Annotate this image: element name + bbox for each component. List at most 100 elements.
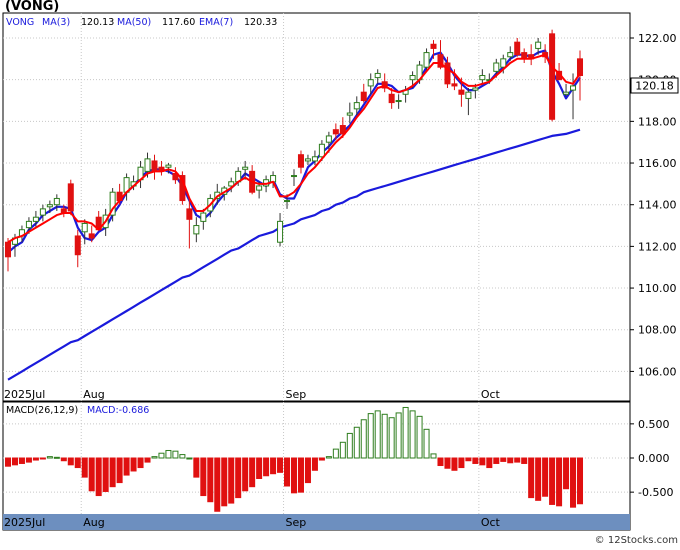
macd-bar bbox=[242, 457, 249, 492]
macd-bar bbox=[172, 450, 179, 459]
candle-body bbox=[228, 181, 235, 187]
macd-bar bbox=[74, 457, 81, 469]
macd-y-tick-label: 0.500 bbox=[638, 418, 670, 431]
ma50-line bbox=[7, 128, 581, 381]
macd-bar bbox=[263, 457, 270, 477]
candle bbox=[570, 73, 577, 120]
macd-bar bbox=[402, 406, 409, 459]
candle-body bbox=[193, 225, 200, 235]
macd-bar bbox=[11, 457, 18, 466]
macd-bar bbox=[67, 457, 74, 466]
candle-body bbox=[144, 158, 151, 172]
candle-body bbox=[507, 52, 514, 58]
candle-body bbox=[437, 54, 444, 68]
macd-bar bbox=[493, 457, 500, 464]
macd-vertical-grid bbox=[80, 402, 480, 530]
macd-bar bbox=[514, 457, 521, 463]
macd-bar bbox=[381, 413, 388, 459]
ma3-line bbox=[7, 49, 581, 254]
candle-body bbox=[88, 233, 95, 239]
macd-bar bbox=[290, 457, 298, 494]
last-price-badge-box bbox=[630, 77, 679, 94]
macd-bar bbox=[32, 457, 39, 461]
macd-bar bbox=[186, 457, 193, 460]
macd-bar bbox=[60, 457, 67, 462]
candle-body bbox=[346, 112, 353, 116]
candle bbox=[514, 38, 521, 57]
candle-body bbox=[563, 91, 570, 95]
candle bbox=[297, 150, 304, 174]
price-y-tick-label: 106.00 bbox=[638, 365, 677, 378]
macd-bar bbox=[39, 457, 46, 460]
macd-bar bbox=[416, 415, 423, 459]
candle bbox=[332, 123, 339, 141]
candle-body bbox=[339, 125, 346, 135]
macd-bar bbox=[444, 457, 451, 469]
candle bbox=[479, 69, 486, 84]
candle bbox=[200, 208, 207, 230]
candle bbox=[165, 163, 172, 174]
macd-bar bbox=[465, 457, 472, 462]
candle-body bbox=[297, 154, 304, 168]
candle bbox=[444, 56, 451, 89]
candle-body bbox=[256, 185, 263, 191]
candle-body bbox=[388, 93, 395, 104]
chart-title: (VONG) bbox=[5, 0, 59, 14]
candle-body bbox=[493, 62, 500, 72]
macd-bar bbox=[297, 457, 304, 493]
macd-bar bbox=[472, 457, 479, 464]
candle bbox=[290, 169, 298, 186]
macd-bar bbox=[486, 457, 493, 469]
watermark: © 12Stocks.com bbox=[595, 535, 678, 546]
candle-body bbox=[332, 129, 339, 135]
last-price-badge: 120.18 bbox=[630, 77, 679, 94]
candle bbox=[39, 204, 46, 222]
candle bbox=[53, 194, 60, 211]
macd-y-ticks: 0.500 0.000 -0.500 bbox=[630, 418, 673, 499]
macd-bar bbox=[214, 457, 221, 512]
macd-bar bbox=[528, 457, 535, 499]
macd-bar bbox=[88, 457, 95, 492]
macd-bar bbox=[95, 457, 102, 497]
macd-bar bbox=[256, 457, 263, 479]
macd-bar bbox=[193, 457, 200, 478]
macd-bar bbox=[109, 457, 116, 488]
candle-body bbox=[374, 72, 381, 79]
candle-body bbox=[186, 208, 193, 220]
macd-bar bbox=[179, 454, 186, 459]
price-panel-frame bbox=[2, 12, 631, 402]
macd-bar bbox=[353, 426, 360, 459]
price-x-label: Aug bbox=[83, 388, 104, 401]
price-legend: VONG MA(3) 120.13 MA(50) 117.60 EMA(7) 1… bbox=[6, 17, 277, 28]
legend-symbol: VONG bbox=[6, 17, 34, 28]
candle-body bbox=[242, 166, 249, 170]
candle-body bbox=[423, 52, 430, 68]
candle-body bbox=[304, 158, 311, 162]
candle-body bbox=[479, 75, 486, 81]
legend-ma50-label: MA(50) bbox=[117, 17, 151, 28]
candle-body bbox=[165, 164, 172, 168]
candle-body bbox=[570, 85, 577, 91]
macd-bar bbox=[249, 457, 256, 488]
legend-ma3-value: 120.13 bbox=[81, 17, 114, 28]
macd-bar bbox=[235, 457, 242, 499]
price-y-tick-label: 108.00 bbox=[638, 324, 677, 337]
price-y-tick-label: 112.00 bbox=[638, 240, 677, 253]
macd-bar bbox=[53, 456, 60, 459]
macd-x-label: 2025Jul bbox=[4, 516, 45, 529]
candle-body bbox=[353, 102, 360, 110]
candle bbox=[277, 213, 284, 247]
candle bbox=[437, 40, 444, 70]
macd-bar bbox=[367, 413, 374, 459]
candle bbox=[423, 48, 430, 72]
macd-bar bbox=[277, 457, 284, 473]
candle-body bbox=[81, 222, 88, 233]
candle-body bbox=[4, 241, 12, 258]
ma3-line-group bbox=[7, 49, 581, 254]
macd-bar bbox=[576, 457, 584, 505]
macd-bar bbox=[158, 452, 165, 459]
ema7-line-group bbox=[7, 53, 581, 244]
macd-bar bbox=[46, 456, 53, 459]
candle-body bbox=[381, 81, 388, 89]
